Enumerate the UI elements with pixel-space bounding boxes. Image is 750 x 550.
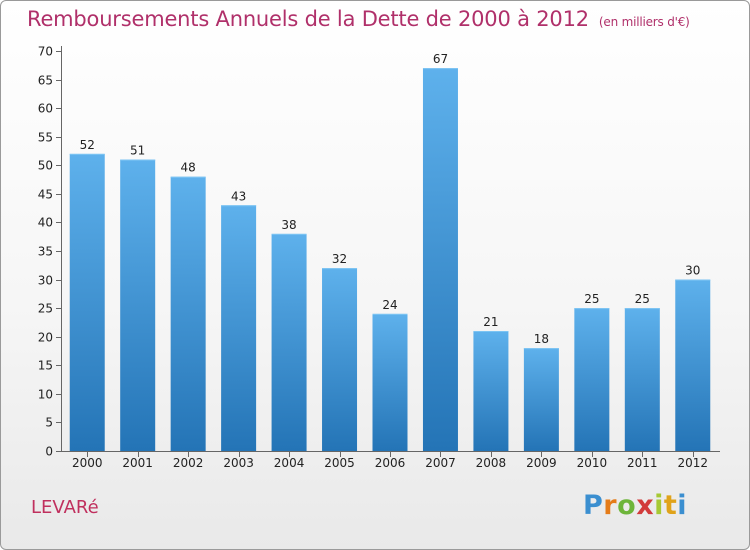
bar-value-label: 67 — [433, 52, 448, 66]
bar — [69, 153, 105, 451]
x-tick-label: 2007 — [425, 456, 456, 470]
bar — [221, 205, 257, 451]
chart-title: Remboursements Annuels de la Dette de 20… — [27, 7, 690, 31]
bar — [473, 331, 509, 451]
x-tick-label: 2010 — [577, 456, 608, 470]
y-tick-label: 35 — [38, 245, 53, 259]
bar — [271, 233, 307, 451]
y-tick-label: 0 — [45, 445, 53, 459]
bar — [675, 279, 711, 451]
x-tick-label: 2009 — [526, 456, 557, 470]
x-tick-label: 2011 — [627, 456, 658, 470]
logo-letter: r — [603, 490, 618, 521]
bar-value-label: 51 — [130, 144, 145, 158]
bar — [120, 159, 156, 452]
bar-value-label: 43 — [231, 189, 246, 203]
x-tick-label: 2002 — [173, 456, 204, 470]
bar — [422, 68, 458, 452]
x-tick-label: 2005 — [324, 456, 355, 470]
chart-unit: (en milliers d'€) — [598, 15, 690, 29]
logo-letter: i — [654, 490, 664, 521]
bar — [170, 176, 206, 451]
y-tick-label: 20 — [38, 331, 53, 345]
bar-value-label: 30 — [685, 264, 700, 278]
x-tick-label: 2000 — [72, 456, 103, 470]
y-axis: 0 5 10 15 20 25 30 35 40 45 50 55 60 65 70 — [38, 45, 62, 459]
bar — [574, 308, 610, 451]
x-tick-label: 2008 — [476, 456, 507, 470]
x-tick-label: 2003 — [223, 456, 254, 470]
y-tick-label: 50 — [38, 159, 53, 173]
bar-value-label: 18 — [534, 332, 549, 346]
y-tick-label: 5 — [45, 416, 53, 430]
x-tick-label: 2004 — [274, 456, 305, 470]
bar — [523, 348, 559, 451]
x-tick-label: 2001 — [122, 456, 153, 470]
bar — [322, 268, 358, 451]
logo-letter: x — [636, 490, 655, 521]
bar-value-label: 32 — [332, 252, 347, 266]
y-tick-label: 40 — [38, 216, 53, 230]
logo-letter: P — [583, 490, 604, 521]
y-tick-label: 45 — [38, 188, 53, 202]
logo-letter: i — [677, 490, 688, 521]
bar — [624, 308, 660, 451]
y-tick-label: 25 — [38, 302, 53, 316]
bar-value-label: 25 — [635, 292, 650, 306]
bar-value-label: 38 — [281, 218, 296, 232]
y-tick-label: 10 — [38, 388, 53, 402]
logo-letter: t — [663, 490, 678, 521]
y-tick-label: 60 — [38, 102, 53, 116]
commune-name: LEVARé — [31, 497, 99, 518]
bar-value-label: 24 — [382, 298, 397, 312]
bar-value-label: 52 — [80, 138, 95, 152]
chart-title-text: Remboursements Annuels de la Dette de 20… — [27, 7, 589, 31]
bar — [372, 313, 408, 451]
y-tick-label: 55 — [38, 131, 53, 145]
y-tick-label: 30 — [38, 274, 53, 288]
x-tick-label: 2006 — [375, 456, 406, 470]
bar-value-label: 48 — [181, 161, 196, 175]
y-tick-label: 65 — [38, 74, 53, 88]
x-axis: 2000 2001 2002 2003 2004 2005 2006 2007 2008 2009… — [61, 451, 720, 470]
x-tick-label: 2012 — [677, 456, 708, 470]
y-tick-label: 70 — [38, 45, 53, 59]
y-tick-label: 15 — [38, 359, 53, 373]
bar-value-label: 21 — [483, 315, 498, 329]
proxiti-logo: Proxiti — [583, 490, 687, 521]
bar-value-label: 25 — [584, 292, 599, 306]
bars: 52 51 48 43 38 32 24 67 21 18 25 25 30 — [69, 52, 711, 452]
logo-letter: o — [617, 490, 637, 521]
